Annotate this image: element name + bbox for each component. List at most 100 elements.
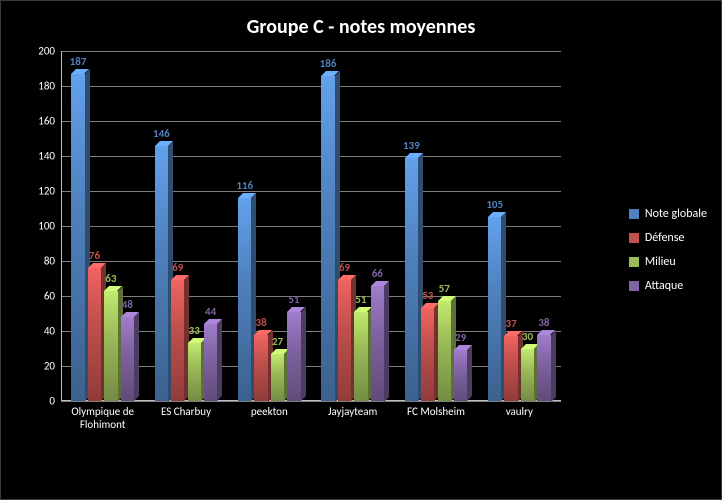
- bar-face: [454, 350, 467, 401]
- bar-value-label: 69: [339, 261, 350, 274]
- bar: 48: [121, 317, 134, 401]
- bar: 57: [438, 301, 451, 401]
- legend-label: Attaque: [645, 279, 683, 293]
- chart-frame: Groupe C - notes moyennes 02040608010012…: [0, 0, 722, 500]
- bar: 76: [88, 268, 101, 401]
- legend-label: Milieu: [645, 255, 676, 269]
- bar: 69: [338, 280, 351, 401]
- legend-item: Milieu: [629, 255, 707, 269]
- bar: 139: [405, 158, 418, 401]
- bar-side: [384, 281, 389, 402]
- legend-label: Défense: [645, 231, 685, 245]
- y-tick-label: 100: [38, 220, 61, 233]
- bar-face: [188, 343, 201, 401]
- bar-face: [155, 146, 168, 402]
- bar: 38: [254, 335, 267, 402]
- bar-face: [371, 286, 384, 402]
- bar-value-label: 48: [122, 298, 133, 311]
- bar-value-label: 38: [538, 316, 549, 329]
- x-category-label: peekton: [224, 405, 314, 418]
- bar-value-label: 37: [506, 317, 517, 330]
- bar: 63: [104, 291, 117, 401]
- bar-value-label: 44: [205, 305, 216, 318]
- bar-side: [551, 330, 556, 402]
- bar-face: [88, 268, 101, 401]
- legend-label: Note globale: [645, 207, 707, 221]
- y-tick-label: 20: [44, 360, 61, 373]
- bar: 69: [171, 280, 184, 401]
- bar: 33: [188, 343, 201, 401]
- bar-value-label: 29: [455, 331, 466, 344]
- y-tick-label: 60: [44, 290, 61, 303]
- bar-face: [171, 280, 184, 401]
- bar-value-label: 51: [288, 293, 299, 306]
- bar-value-label: 146: [153, 127, 170, 140]
- x-category-label: FC Molsheim: [391, 405, 481, 418]
- bar: 27: [271, 354, 284, 401]
- bar: 105: [488, 217, 501, 401]
- bar: 37: [504, 336, 517, 401]
- bar: 51: [287, 312, 300, 401]
- bar-value-label: 69: [172, 261, 183, 274]
- bar-value-label: 63: [105, 272, 116, 285]
- bar: 146: [155, 146, 168, 402]
- bar-face: [287, 312, 300, 401]
- bar-value-label: 30: [522, 330, 533, 343]
- y-tick-label: 80: [44, 255, 61, 268]
- bar-value-label: 66: [372, 267, 383, 280]
- bar: 38: [537, 335, 550, 402]
- y-tick-label: 160: [38, 115, 61, 128]
- bar-face: [354, 312, 367, 401]
- bar: 186: [321, 76, 334, 402]
- bar-face: [271, 354, 284, 401]
- bar-value-label: 139: [403, 139, 420, 152]
- x-category-label: Olympique de Flohimont: [58, 405, 148, 431]
- bar-face: [421, 308, 434, 401]
- bar-face: [405, 158, 418, 401]
- bar-side: [217, 319, 222, 401]
- x-category-label: ES Charbuy: [141, 405, 231, 418]
- bar-face: [104, 291, 117, 401]
- y-tick-label: 40: [44, 325, 61, 338]
- bar-face: [438, 301, 451, 401]
- legend-swatch: [629, 257, 639, 267]
- bar-face: [321, 76, 334, 402]
- bar-face: [537, 335, 550, 402]
- bar-value-label: 187: [70, 55, 87, 68]
- chart-title: Groupe C - notes moyennes: [1, 15, 721, 39]
- bar-value-label: 51: [355, 293, 366, 306]
- bar-face: [238, 198, 251, 401]
- bar-value-label: 38: [256, 316, 267, 329]
- bar: 66: [371, 286, 384, 402]
- bar-face: [204, 324, 217, 401]
- bar: 51: [354, 312, 367, 401]
- legend-item: Attaque: [629, 279, 707, 293]
- y-tick-label: 200: [38, 45, 61, 58]
- bar-value-label: 186: [320, 57, 337, 70]
- bar-face: [71, 74, 84, 401]
- bar-value-label: 76: [89, 249, 100, 262]
- bar-value-label: 53: [422, 289, 433, 302]
- bar-face: [488, 217, 501, 401]
- bar-face: [504, 336, 517, 401]
- legend-swatch: [629, 233, 639, 243]
- y-tick-label: 120: [38, 185, 61, 198]
- bar-value-label: 116: [236, 179, 253, 192]
- legend-swatch: [629, 209, 639, 219]
- bar: 53: [421, 308, 434, 401]
- legend-item: Note globale: [629, 207, 707, 221]
- bar-value-label: 27: [272, 335, 283, 348]
- bar-value-label: 105: [486, 198, 503, 211]
- bar-face: [521, 349, 534, 402]
- gridline: [61, 401, 561, 402]
- bar: 29: [454, 350, 467, 401]
- bar-face: [254, 335, 267, 402]
- bar-value-label: 57: [439, 282, 450, 295]
- bars-layer: 1877663481466933441163827511866951661395…: [61, 51, 561, 401]
- legend: Note globale Défense Milieu Attaque: [629, 197, 707, 303]
- bar-side: [301, 307, 306, 401]
- x-category-label: vaulry: [474, 405, 564, 418]
- bar-face: [338, 280, 351, 401]
- y-tick-label: 180: [38, 80, 61, 93]
- bar: 116: [238, 198, 251, 401]
